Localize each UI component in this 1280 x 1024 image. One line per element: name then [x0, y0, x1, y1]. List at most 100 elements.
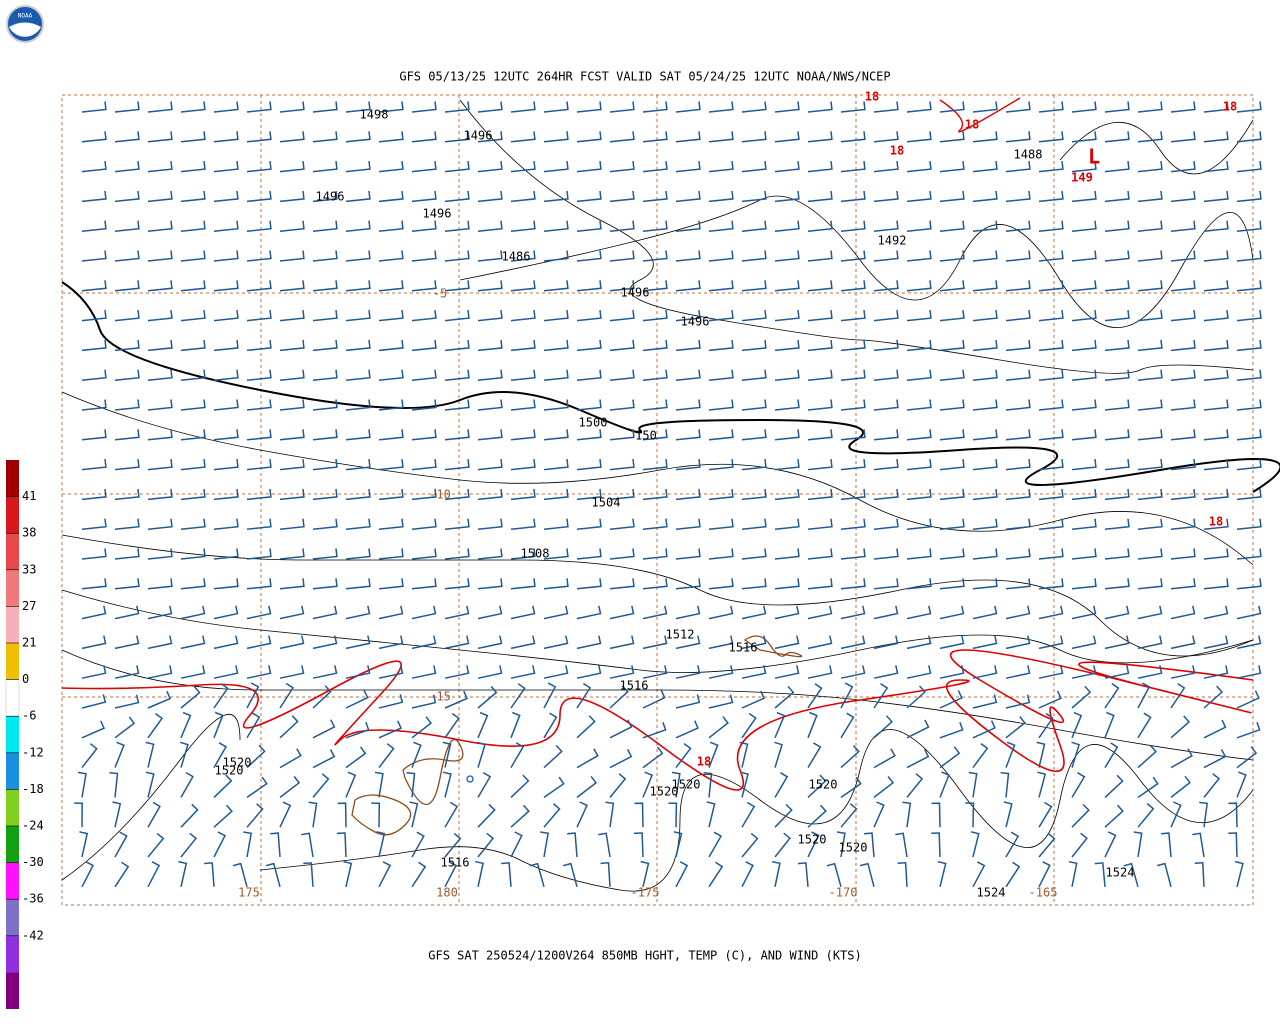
wind-barb: [147, 635, 173, 650]
wind-barb: [741, 832, 759, 858]
wind-barb: [774, 429, 800, 441]
wind-barb: [543, 776, 565, 799]
wind-barb: [114, 578, 140, 590]
wind-barb: [77, 771, 87, 798]
wind-barb: [543, 250, 569, 262]
wind-barb: [378, 488, 404, 501]
wind-barb: [1037, 771, 1047, 798]
wind-barb: [180, 711, 192, 739]
wind-barb: [246, 665, 272, 679]
wind-barb: [279, 776, 301, 798]
wind-barb: [576, 488, 602, 501]
wind-barb: [840, 712, 855, 739]
wind-barb: [114, 488, 140, 501]
wind-barb: [1005, 861, 1021, 888]
wind-barb: [1203, 548, 1229, 560]
wind-barb: [774, 220, 800, 232]
wind-barb: [279, 488, 305, 501]
wind-barb: [444, 429, 470, 441]
wind-barb: [543, 131, 569, 143]
wind-barb: [840, 459, 866, 471]
wind-barb: [774, 772, 789, 798]
wind-barb: [378, 459, 404, 471]
wind-barb: [1194, 862, 1205, 887]
wind-barb: [1104, 280, 1130, 292]
wind-barb: [774, 803, 793, 828]
wind-barb: [1170, 310, 1196, 322]
colorbar-swatch: [6, 496, 19, 534]
wind-barb: [906, 488, 932, 501]
wind-barb: [675, 578, 701, 590]
height-label: 1508: [521, 547, 550, 561]
wind-barb: [114, 280, 140, 292]
wind-barb: [279, 429, 305, 441]
wind-barb: [180, 399, 206, 411]
wind-barb: [147, 665, 173, 679]
wind-barb: [246, 682, 260, 709]
wind-barb: [906, 369, 932, 381]
wind-barb: [1038, 578, 1064, 590]
wind-barb: [807, 831, 820, 858]
height-label: 1516: [441, 856, 470, 870]
wind-barb: [81, 743, 98, 769]
wind-barb: [840, 682, 854, 709]
wind-barb: [378, 250, 404, 262]
wind-barb: [477, 741, 486, 768]
wind-barb: [312, 399, 338, 411]
wind-barb: [774, 832, 791, 858]
wind-barb: [576, 131, 602, 143]
wind-barb: [543, 548, 569, 560]
wind-barb: [939, 429, 965, 441]
wind-barb: [939, 578, 965, 590]
wind-barb: [246, 190, 272, 203]
wind-barb: [180, 548, 206, 560]
wind-barb: [1005, 459, 1031, 471]
wind-barb: [840, 665, 866, 679]
wind-barb: [1036, 741, 1046, 768]
height-label: 150: [635, 429, 657, 443]
wind-barb: [708, 131, 734, 143]
wind-barb: [1170, 548, 1196, 560]
wind-barb: [213, 190, 239, 203]
wind-barb: [312, 101, 338, 113]
height-label: 1520: [650, 785, 679, 799]
wind-barb: [741, 429, 767, 441]
height-label: 1498: [360, 108, 389, 122]
wind-barb: [939, 721, 964, 739]
wind-barb: [1170, 339, 1196, 352]
wind-barb: [213, 429, 239, 441]
wind-barb: [213, 220, 239, 232]
wind-barb: [232, 862, 248, 887]
wind-barb: [906, 101, 932, 113]
wind-barb: [576, 190, 602, 203]
wind-barb: [246, 518, 272, 530]
wind-barb: [1170, 518, 1196, 530]
wind-barb: [1071, 101, 1097, 113]
wind-barb: [939, 635, 965, 650]
wind-barb: [246, 803, 264, 828]
wind-barb: [609, 665, 635, 679]
wind-barb: [708, 578, 734, 590]
wind-barb: [1236, 369, 1262, 381]
wind-barb: [312, 773, 330, 798]
wind-barb: [576, 250, 602, 262]
wind-barb: [475, 860, 484, 887]
wind-barb: [939, 665, 965, 679]
wind-barb: [543, 399, 569, 411]
wind-barb: [906, 131, 932, 143]
wind-barb: [378, 131, 404, 143]
wind-barb: [906, 605, 932, 620]
wind-barb: [246, 161, 272, 173]
wind-barb: [1005, 694, 1031, 709]
wind-barb: [1203, 665, 1229, 679]
wind-barb: [1236, 429, 1262, 441]
colorbar-swatch: [6, 569, 19, 607]
wind-barb: [411, 250, 437, 262]
wind-barb: [312, 749, 336, 769]
wind-barb: [444, 131, 470, 143]
wind-barb: [873, 775, 895, 798]
wind-barb: [180, 771, 194, 798]
wind-barb: [642, 190, 668, 203]
wind-barb: [576, 801, 588, 828]
wind-barb: [873, 635, 899, 650]
